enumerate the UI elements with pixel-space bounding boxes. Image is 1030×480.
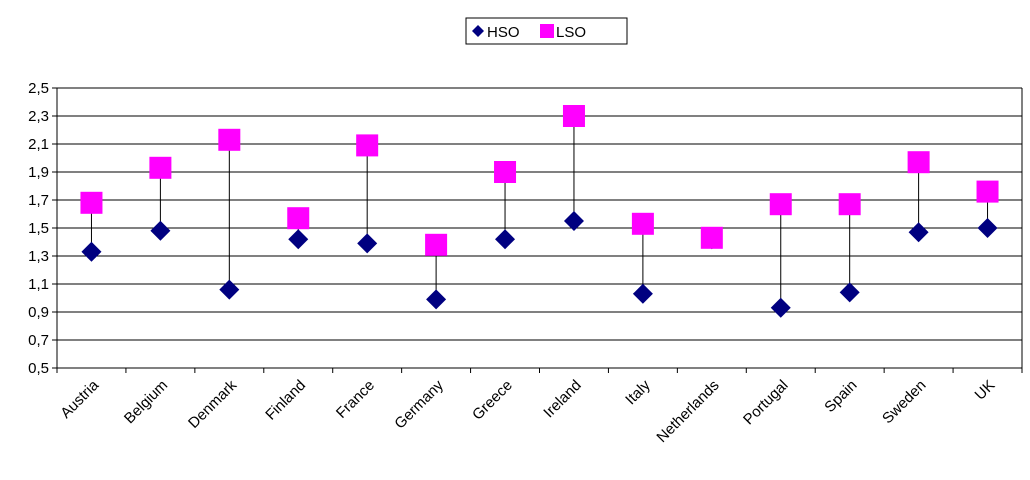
legend-label-lso: LSO	[556, 24, 586, 41]
x-tick-label: Netherlands	[653, 377, 722, 446]
point-hso	[357, 233, 378, 254]
x-tick-label: Ireland	[540, 377, 584, 421]
y-tick-label: 1,9	[28, 164, 49, 181]
markers	[80, 105, 999, 318]
point-hso	[288, 229, 309, 250]
x-tick-label: France	[333, 377, 378, 422]
point-lso	[700, 226, 723, 249]
point-lso	[218, 128, 241, 151]
legend: HSO LSO	[465, 17, 628, 45]
point-lso	[149, 156, 172, 179]
y-tick-label: 2,3	[28, 108, 49, 125]
y-tick-label: 1,5	[28, 220, 49, 237]
y-tick-label: 0,7	[28, 332, 49, 349]
point-hso	[563, 211, 584, 231]
point-lso	[356, 134, 379, 157]
grid-lines	[57, 87, 1023, 369]
y-tick-label: 1,3	[28, 248, 49, 265]
y-tick-label: 2,1	[28, 136, 49, 153]
point-lso	[562, 105, 585, 127]
legend-marker-lso	[540, 24, 554, 38]
point-lso	[631, 212, 654, 235]
x-tick-label: Finland	[262, 377, 309, 424]
x-tick-label: Greece	[469, 377, 516, 424]
x-tick-label: Spain	[821, 377, 860, 416]
point-lso	[769, 193, 792, 216]
y-tick-label: 0,5	[28, 360, 49, 377]
x-tick-label: Germany	[391, 376, 447, 432]
point-lso	[80, 191, 103, 214]
point-hso	[426, 289, 447, 310]
point-hso	[977, 218, 998, 238]
point-lso	[976, 180, 999, 203]
x-tick-label: Austria	[57, 376, 102, 421]
y-tick-label: 1,7	[28, 192, 49, 209]
point-lso	[287, 207, 310, 230]
point-hso	[839, 282, 860, 303]
x-tick-label: UK	[972, 377, 999, 404]
x-tick-label: Portugal	[740, 377, 792, 429]
point-hso	[219, 279, 240, 300]
x-tick-label: Belgium	[121, 377, 171, 427]
point-lso	[494, 161, 517, 183]
x-axis: Austria Belgium Denmark Finland France German…	[56, 367, 1023, 446]
point-hso	[81, 241, 102, 262]
point-hso	[632, 283, 653, 304]
y-tick-label: 2,5	[28, 80, 49, 97]
x-tick-label: Denmark	[185, 376, 240, 431]
x-tick-label: Sweden	[879, 377, 929, 427]
point-lso	[838, 193, 861, 216]
point-hso	[908, 222, 929, 243]
point-lso	[907, 151, 930, 174]
x-tick-label: Italy	[622, 376, 654, 408]
legend-marker-hso	[472, 25, 484, 37]
y-tick-label: 0,9	[28, 304, 49, 321]
point-hso	[770, 297, 791, 318]
legend-label-hso: HSO	[487, 24, 520, 41]
point-hso	[150, 220, 171, 241]
y-tick-label: 1,1	[28, 276, 49, 293]
point-hso	[495, 229, 516, 250]
point-lso	[425, 233, 448, 256]
y-axis: 0,5 0,7 0,9 1,1 1,3 1,5 1,7 1,9 2,1 2,3 2,5	[28, 80, 58, 377]
